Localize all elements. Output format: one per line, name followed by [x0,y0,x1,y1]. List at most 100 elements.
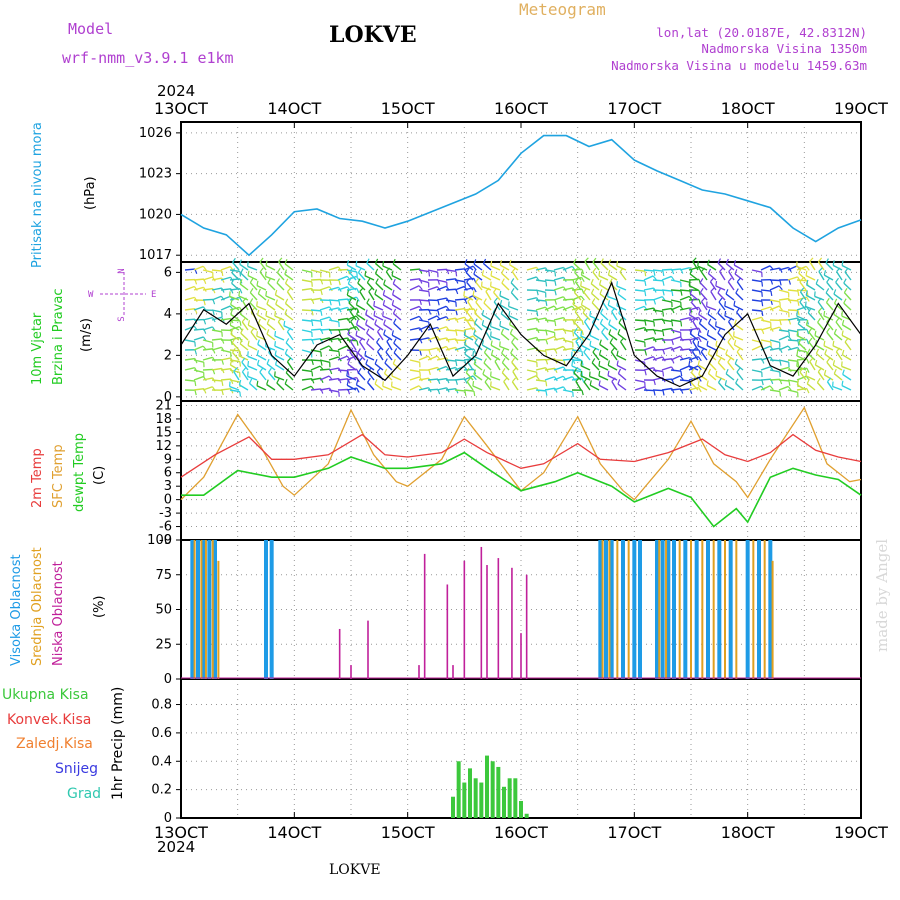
wind-barb [841,385,852,391]
wind-barb [409,337,421,341]
wind-barb-flag [580,330,583,337]
wind-barb-flag [284,378,288,385]
wind-barb-flag [818,267,823,272]
wind-barb-flag [725,289,729,295]
wind-barb [230,303,240,311]
wind-barb-flag [590,278,594,284]
wind-barb [526,327,537,331]
wind-barb [409,305,420,311]
wind-barb [247,265,258,271]
wind-barb-flag [383,329,386,335]
wind-barb-flag [365,319,368,325]
wind-barb [231,272,240,281]
wind-barb-flag [727,357,732,363]
wind-barb [553,345,564,351]
wind-barb [679,338,691,341]
wind-barb [382,304,393,311]
wind-barb-flag [483,298,487,304]
wind-barb [463,375,474,381]
wind-barb [670,329,681,334]
wind-barb-flag [472,265,477,271]
wind-barb [700,271,708,281]
wind-barb-flag [455,379,458,385]
wind-barb [751,328,763,331]
wind-barb-flag [805,265,810,271]
wind-barb-flag [607,300,611,306]
wind-barb [229,295,240,301]
wind-barb [347,283,357,291]
wind-barb [725,373,735,381]
wind-barb [266,323,276,331]
precip-bar [496,766,501,818]
wind-barb-flag [806,339,810,345]
wind-barb-flag [221,277,225,283]
wind-barb [464,263,474,271]
wind-barb [375,272,384,281]
wind-barb [285,372,294,381]
wind-barb-flag [311,288,315,294]
cloud-bar [724,540,726,679]
wind-barb [193,345,204,351]
wind-barb-flag [229,359,233,366]
y-tick-label: 9 [164,452,172,467]
wind-barb [796,384,807,391]
wind-barb [652,389,664,392]
precip-snow-label: Snijeg [55,761,99,777]
wind-barb [328,349,339,353]
x-tick-label-bottom: 17OCT [607,823,661,842]
wind-barb [806,383,816,391]
wind-barb-flag [824,349,828,355]
wind-barb-flag [697,340,700,347]
wind-barb-flag [481,320,485,326]
wind-barb [707,263,717,271]
wind-barb [346,264,357,271]
wind-barb [571,336,582,341]
wind-barb-flag [374,379,378,385]
wind-barb-flag [437,310,440,316]
wind-barb [319,359,330,363]
wind-barb [670,336,681,341]
cloud-bar [768,540,773,679]
wind-barb [256,385,267,391]
y-tick-label: 4 [164,307,172,322]
wind-barb [240,332,249,341]
wind-barb [193,265,204,271]
wind-barb [698,322,708,331]
wind-barb-flag [473,329,476,335]
wind-barb-flag [356,340,359,346]
wind-barb [346,269,357,273]
y-tick-label: 0 [164,811,172,826]
wind-barb-flag [267,278,271,284]
wind-barb-flag [473,287,477,293]
cloud-bar [598,540,603,679]
wind-barbs-layer [184,257,852,398]
wind-barb-flag [825,297,830,303]
wind-barb [599,354,609,361]
wind-barb-flag [761,380,764,386]
wind-barb [544,335,555,341]
wind-barb [319,269,330,274]
wind-barb-flag [382,290,386,296]
wind-barb-flag [212,299,216,305]
wind-barb [598,365,609,371]
wind-barb [239,263,249,271]
wind-barb-flag [240,268,244,274]
wind-barb [809,261,816,271]
wind-barb [310,359,322,362]
wind-barb [376,351,384,361]
wind-barb [832,364,843,371]
wind-barb-flag [662,390,665,396]
wind-barb [231,351,240,361]
wind-barb [661,366,672,371]
wind-barb-flag [808,337,813,343]
y-tick-label: -9 [159,533,172,548]
wind-barb-flag [238,379,242,386]
wind-barb [526,276,537,281]
wind-barb [583,351,591,361]
wind-barb-flag [278,257,283,262]
wind-barb [591,302,600,311]
wind-barb-flag [376,337,380,343]
wind-barb [494,360,501,371]
wind-barb-flag [653,390,656,396]
wind-barb-flag [616,350,619,356]
